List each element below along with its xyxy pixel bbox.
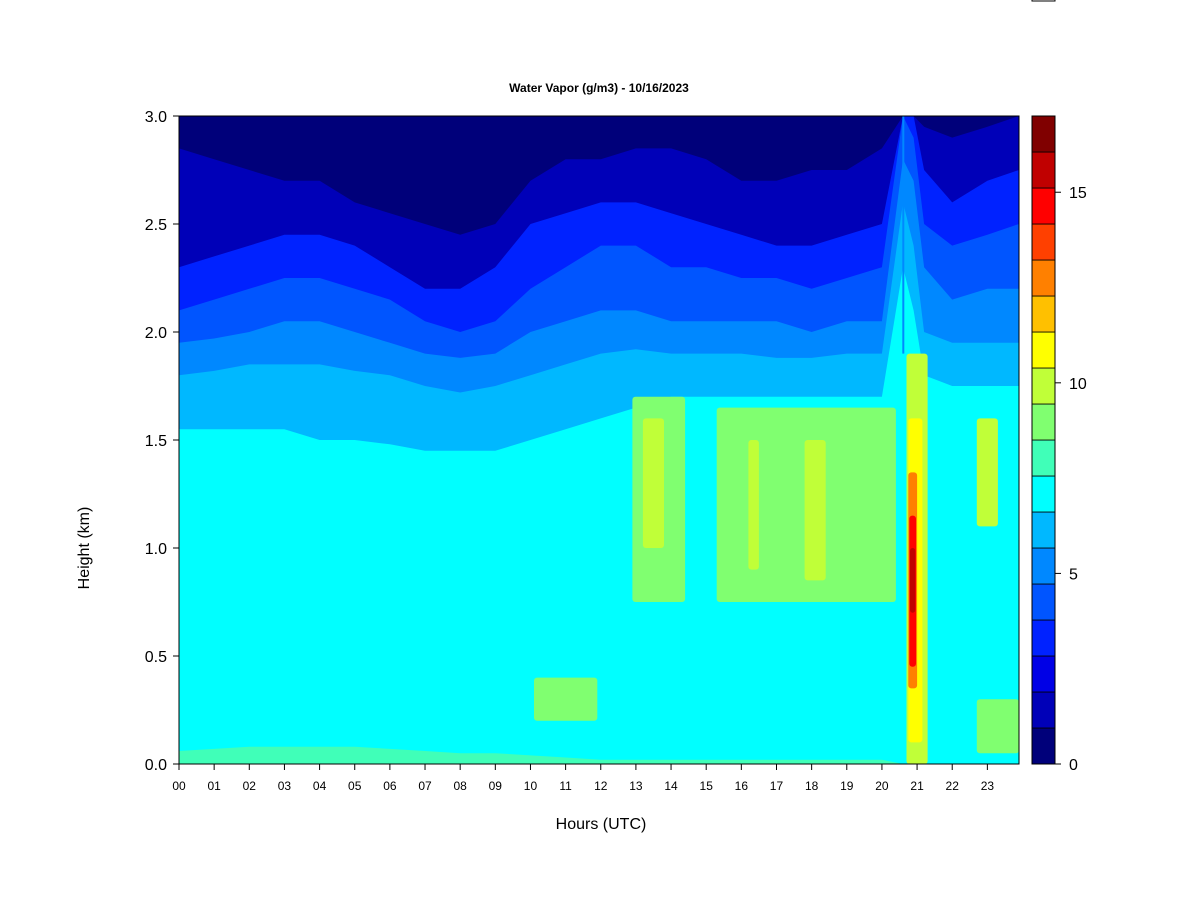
moist-patch-0 <box>534 677 598 721</box>
x-tick-label-2: 02 <box>243 779 257 793</box>
colorbar-swatch-12 <box>1031 295 1056 333</box>
colorbar-swatch-16 <box>1031 151 1056 189</box>
x-axis: 00 01 02 03 04 05 06 07 08 09 10 11 12 13 14 15 16 17 18 19… <box>172 764 994 793</box>
moist-patch-2 <box>642 418 664 548</box>
moist-patch-7 <box>976 418 998 527</box>
x-tick-label-22: 22 <box>946 779 960 793</box>
plot-area <box>179 116 1019 764</box>
colorbar-swatch-10 <box>1031 367 1056 405</box>
x-tick-label-23: 23 <box>981 779 995 793</box>
colorbar-tick-label-0: 0 <box>1069 757 1078 774</box>
colorbar-swatch-15 <box>1031 187 1056 225</box>
colorbar-swatch-6 <box>1031 511 1056 549</box>
y-tick-label-2: 1.0 <box>145 541 167 558</box>
y-tick-label-5: 2.5 <box>145 217 167 234</box>
x-tick-label-1: 01 <box>207 779 221 793</box>
colorbar-tick-label-1: 5 <box>1069 566 1078 583</box>
corner-box <box>1031 0 1056 2</box>
x-tick-label-12: 12 <box>594 779 608 793</box>
x-tick-label-15: 15 <box>700 779 714 793</box>
x-tick-label-11: 11 <box>559 779 572 793</box>
x-tick-label-10: 10 <box>524 779 538 793</box>
colorbar-swatch-2 <box>1031 655 1056 693</box>
field-level-8 <box>179 746 1019 764</box>
colorbar-swatch-14 <box>1031 223 1056 261</box>
vertical-streak <box>902 116 905 354</box>
colorbar-swatch-13 <box>1031 259 1056 297</box>
colorbar-swatch-0 <box>1031 727 1056 765</box>
colorbar-swatch-9 <box>1031 403 1056 441</box>
x-tick-label-16: 16 <box>735 779 749 793</box>
colorbar-swatch-17 <box>1031 115 1056 153</box>
y-axis: 0.0 0.5 1.0 1.5 2.0 2.5 3.0 <box>145 109 179 774</box>
colorbar-swatch-8 <box>1031 439 1056 477</box>
y-axis-label: Height (km) <box>76 507 93 590</box>
x-tick-label-8: 08 <box>453 779 467 793</box>
x-tick-label-3: 03 <box>278 779 292 793</box>
x-tick-label-4: 04 <box>313 779 327 793</box>
x-tick-label-18: 18 <box>805 779 819 793</box>
y-tick-label-3: 1.5 <box>145 433 167 450</box>
colorbar: 0 5 10 15 <box>1031 115 1087 774</box>
moist-patch-6 <box>976 699 1019 754</box>
x-tick-label-0: 00 <box>172 779 186 793</box>
moist-patch-5 <box>804 440 826 581</box>
chart-title: Water Vapor (g/m3) - 10/16/2023 <box>509 81 689 95</box>
moist-patch-12 <box>910 548 916 613</box>
x-tick-label-7: 07 <box>418 779 432 793</box>
x-tick-label-17: 17 <box>770 779 784 793</box>
colorbar-swatch-11 <box>1031 331 1056 369</box>
x-tick-label-9: 09 <box>489 779 503 793</box>
y-tick-label-1: 0.5 <box>145 649 167 666</box>
x-tick-label-19: 19 <box>840 779 854 793</box>
x-tick-label-14: 14 <box>664 779 678 793</box>
y-tick-label-4: 2.0 <box>145 325 167 342</box>
colorbar-frame <box>1031 115 1056 765</box>
colorbar-swatch-7 <box>1031 475 1056 513</box>
x-tick-label-20: 20 <box>875 779 889 793</box>
colorbar-swatch-5 <box>1031 547 1056 585</box>
y-tick-label-0: 0.0 <box>145 757 167 774</box>
x-tick-label-5: 05 <box>348 779 362 793</box>
x-axis-label: Hours (UTC) <box>556 816 647 833</box>
colorbar-swatch-3 <box>1031 619 1056 657</box>
x-tick-label-21: 21 <box>910 779 924 793</box>
moist-patch-4 <box>748 440 759 570</box>
x-tick-label-13: 13 <box>629 779 643 793</box>
colorbar-tick-label-3: 15 <box>1069 185 1087 202</box>
colorbar-tick-label-2: 10 <box>1069 376 1087 393</box>
y-tick-label-6: 3.0 <box>145 109 167 126</box>
colorbar-swatch-4 <box>1031 583 1056 621</box>
x-tick-label-6: 06 <box>383 779 397 793</box>
field-level-7 <box>179 267 1019 764</box>
colorbar-swatch-1 <box>1031 691 1056 729</box>
